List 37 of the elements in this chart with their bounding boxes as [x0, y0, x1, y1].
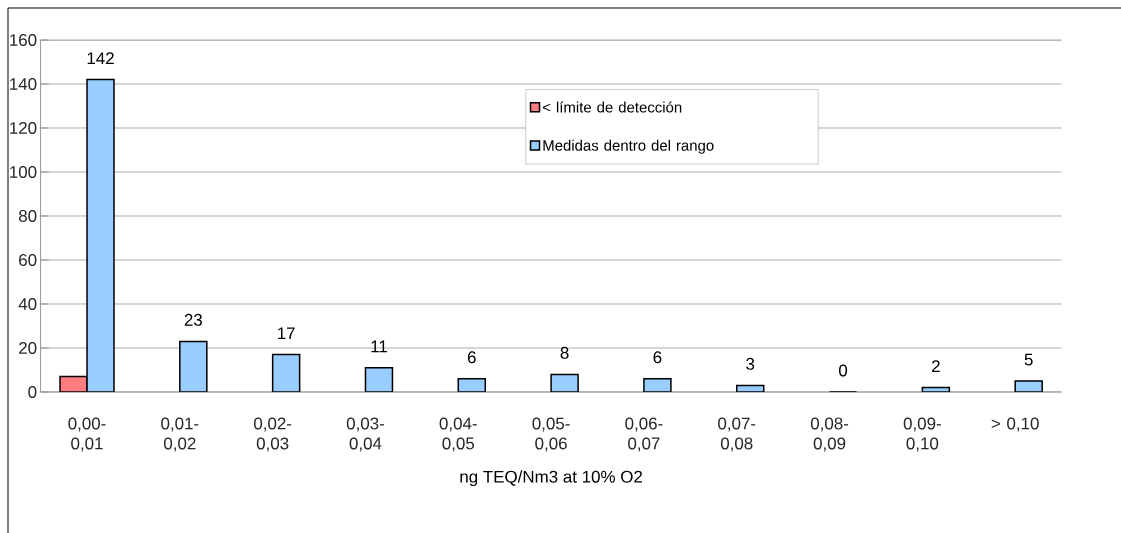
- x-axis-title: ng TEQ/Nm3 at 10% O2: [460, 470, 643, 487]
- y-tick-label: 40: [18, 297, 37, 310]
- data-label: 142: [87, 52, 114, 65]
- x-tick-label: 0,05-0,06: [532, 417, 570, 452]
- x-tick-label: 0,02-0,03: [254, 417, 292, 452]
- y-tick-label: 60: [19, 253, 37, 266]
- x-tick-label: 0,09-0,10: [903, 417, 941, 452]
- data-label: 8: [560, 346, 569, 359]
- y-tick-label: 20: [19, 341, 37, 354]
- y-tick-label: 140: [10, 77, 37, 90]
- x-tick-label: 0,08-0,09: [810, 417, 849, 452]
- legend-label: Medidas dentro del rango: [543, 139, 714, 154]
- y-tick-label: 80: [18, 209, 37, 222]
- data-label: 23: [184, 313, 202, 326]
- x-tick-label: 0,03-0,04: [346, 417, 385, 452]
- legend-label: < límite de detección: [542, 101, 682, 113]
- data-label: 0: [839, 364, 848, 377]
- bar: [271, 353, 301, 392]
- y-tick-label: 0: [28, 385, 37, 398]
- data-label: 5: [1024, 353, 1033, 366]
- data-label: 11: [371, 340, 387, 353]
- x-tick-label: > 0,10: [991, 417, 1039, 432]
- bar: [86, 78, 115, 392]
- data-label: 6: [653, 351, 662, 364]
- data-label: 3: [746, 357, 755, 370]
- x-tick-label: 0,01-0,02: [161, 417, 199, 452]
- x-tick-label: 0,00-0,01: [68, 417, 106, 452]
- y-tick-label: 120: [10, 121, 37, 134]
- x-tick-label: 0,06-0,07: [625, 417, 663, 452]
- bar: [179, 340, 208, 392]
- y-tick-label: 100: [10, 165, 37, 178]
- y-tick-label: 160: [10, 33, 37, 46]
- x-tick-label: 0,07-0,08: [718, 417, 756, 452]
- data-label: 6: [467, 351, 476, 364]
- x-tick-label: 0,04-0,05: [439, 417, 477, 452]
- data-label: 2: [932, 360, 940, 373]
- data-label: 17: [278, 327, 295, 340]
